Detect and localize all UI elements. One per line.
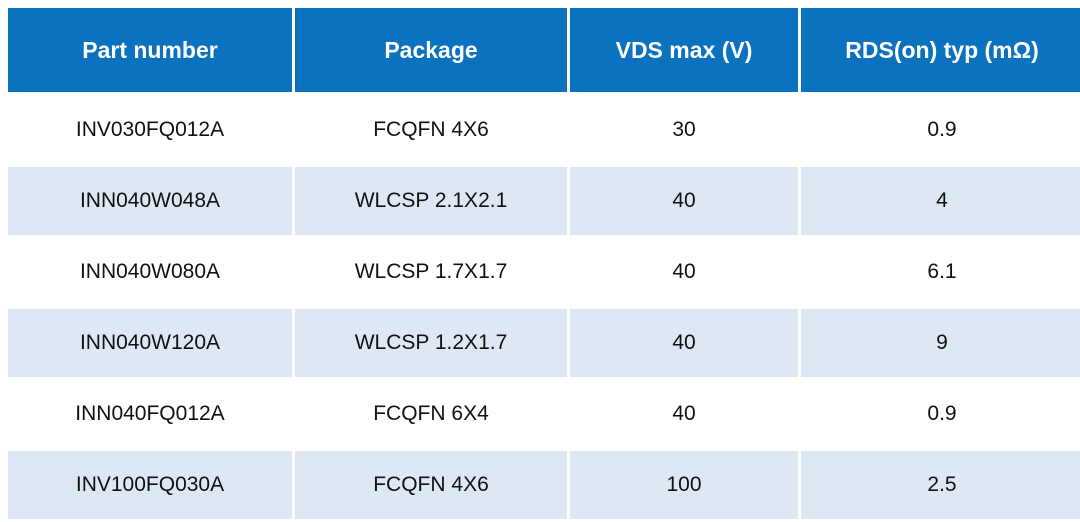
spec-table: Part number Package VDS max (V) RDS(on) … xyxy=(5,8,1080,522)
header-part-number: Part number xyxy=(8,8,292,96)
table-row: INN040W120A WLCSP 1.2X1.7 40 9 xyxy=(8,309,1080,380)
table-row: INN040W048A WLCSP 2.1X2.1 40 4 xyxy=(8,167,1080,238)
header-rds-on: RDS(on) typ (mΩ) xyxy=(801,8,1080,96)
cell-rds-on: 4 xyxy=(801,167,1080,238)
cell-vds-max: 40 xyxy=(570,309,798,380)
cell-rds-on: 6.1 xyxy=(801,238,1080,309)
cell-part-number: INN040W080A xyxy=(8,238,292,309)
header-row: Part number Package VDS max (V) RDS(on) … xyxy=(8,8,1080,96)
cell-rds-on: 2.5 xyxy=(801,451,1080,522)
table-row: INV030FQ012A FCQFN 4X6 30 0.9 xyxy=(8,96,1080,167)
cell-vds-max: 30 xyxy=(570,96,798,167)
cell-package: WLCSP 2.1X2.1 xyxy=(295,167,567,238)
table-row: INN040W080A WLCSP 1.7X1.7 40 6.1 xyxy=(8,238,1080,309)
cell-rds-on: 9 xyxy=(801,309,1080,380)
table-row: INN040FQ012A FCQFN 6X4 40 0.9 xyxy=(8,380,1080,451)
spec-table-container: Part number Package VDS max (V) RDS(on) … xyxy=(8,8,1080,522)
cell-package: FCQFN 4X6 xyxy=(295,451,567,522)
cell-part-number: INV100FQ030A xyxy=(8,451,292,522)
cell-vds-max: 40 xyxy=(570,238,798,309)
header-vds-max: VDS max (V) xyxy=(570,8,798,96)
table-row: INV100FQ030A FCQFN 4X6 100 2.5 xyxy=(8,451,1080,522)
cell-vds-max: 40 xyxy=(570,380,798,451)
cell-part-number: INV030FQ012A xyxy=(8,96,292,167)
cell-vds-max: 40 xyxy=(570,167,798,238)
cell-vds-max: 100 xyxy=(570,451,798,522)
cell-package: FCQFN 6X4 xyxy=(295,380,567,451)
cell-part-number: INN040W120A xyxy=(8,309,292,380)
cell-part-number: INN040FQ012A xyxy=(8,380,292,451)
cell-rds-on: 0.9 xyxy=(801,380,1080,451)
cell-package: FCQFN 4X6 xyxy=(295,96,567,167)
header-package: Package xyxy=(295,8,567,96)
cell-package: WLCSP 1.2X1.7 xyxy=(295,309,567,380)
cell-part-number: INN040W048A xyxy=(8,167,292,238)
cell-rds-on: 0.9 xyxy=(801,96,1080,167)
cell-package: WLCSP 1.7X1.7 xyxy=(295,238,567,309)
